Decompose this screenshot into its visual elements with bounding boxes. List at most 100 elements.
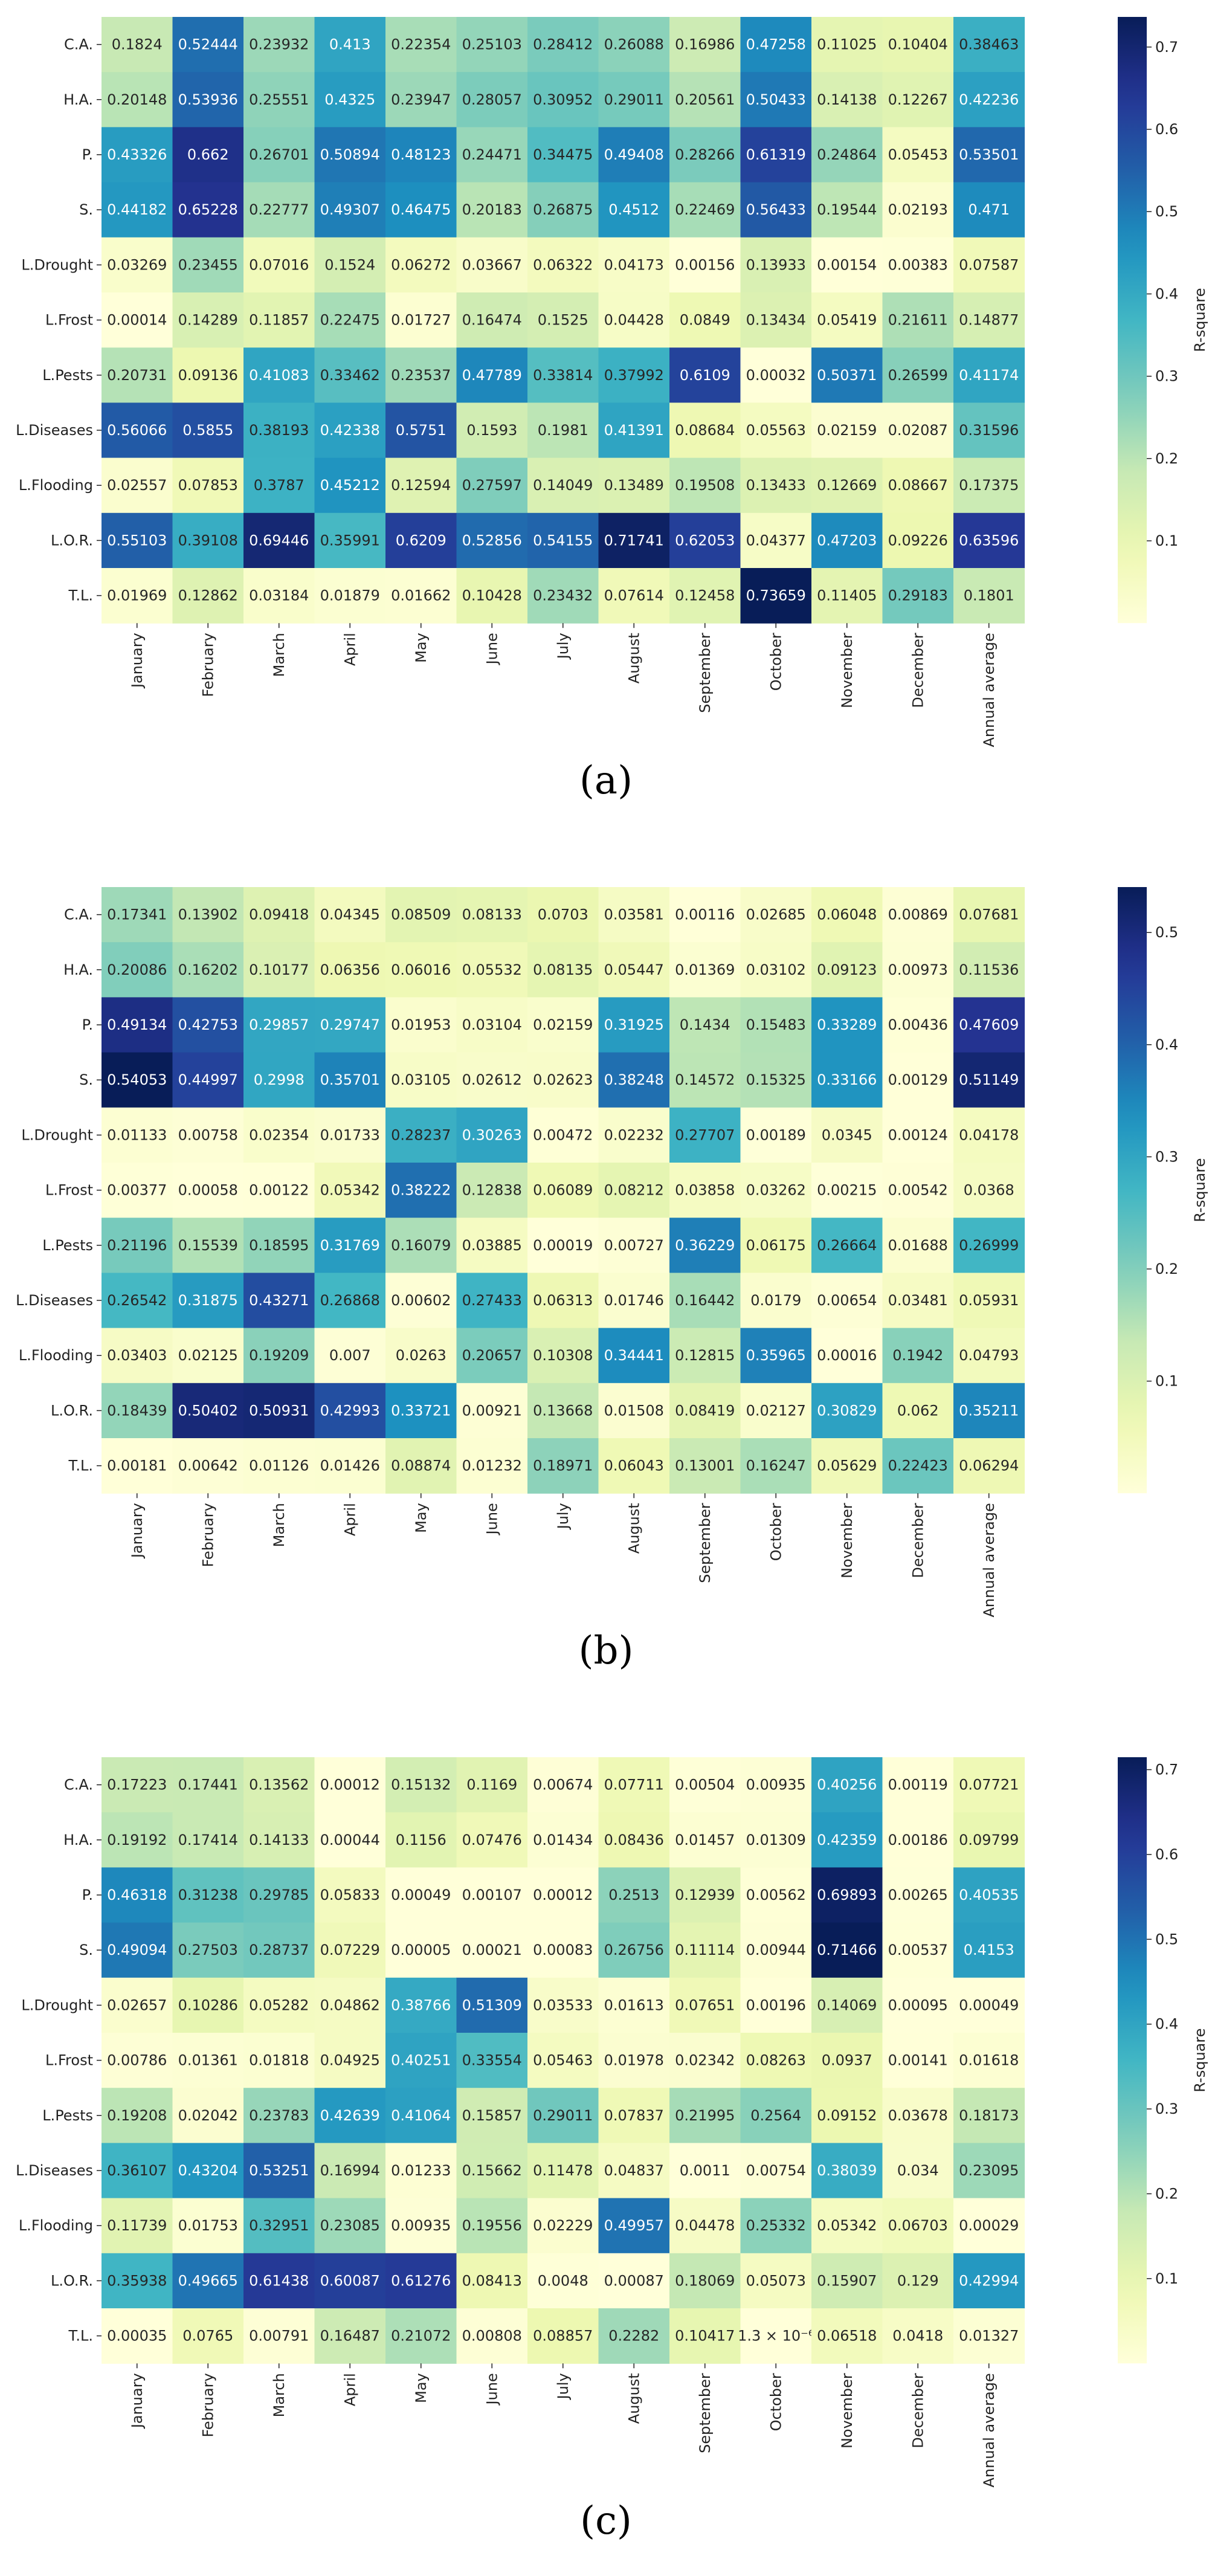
cell-value-label: 0.47789 [462, 367, 522, 384]
heatmap-cell [102, 1328, 173, 1384]
heatmap-cell [598, 1438, 670, 1494]
cell-value-label: 0.00562 [746, 1887, 806, 1903]
heatmap-cell [740, 887, 812, 943]
heatmap-cell [669, 1052, 741, 1108]
heatmap-cell [953, 17, 1025, 73]
heatmap-cell [314, 1977, 386, 2033]
heatmap-cell [740, 2253, 812, 2309]
cell-value-label: 0.05447 [604, 961, 664, 978]
cell-value-label: 0.06089 [533, 1182, 593, 1199]
colorbar-tick-label: 0.4 [1155, 2016, 1178, 2033]
cell-value-label: 0.04837 [604, 2162, 664, 2179]
cell-value-label: 0.65228 [178, 201, 238, 218]
cell-value-label: 0.17414 [178, 1832, 238, 1848]
heatmap-cell [882, 1218, 954, 1273]
cell-value-label: 0.11857 [249, 312, 309, 329]
cell-value-label: 0.16487 [320, 2328, 380, 2345]
cell-value-label: 0.03581 [604, 906, 664, 923]
row-label: L.Frost [45, 312, 93, 329]
cell-value-label: 0.26999 [959, 1237, 1019, 1254]
cell-value-label: 0.43326 [107, 146, 167, 163]
cell-value-label: 0.00383 [888, 256, 948, 273]
cell-value-label: 0.00754 [746, 2162, 806, 2179]
cell-value-label: 0.00196 [746, 1997, 806, 2013]
heatmap-cell [527, 2033, 599, 2088]
cell-value-label: 0.29183 [888, 587, 948, 604]
heatmap-cell [740, 512, 812, 569]
cell-value-label: 0.04428 [604, 312, 664, 329]
heatmap-cell [456, 887, 528, 943]
cell-value-label: 0.35938 [107, 2272, 167, 2289]
heatmap-cell [385, 2033, 457, 2088]
heatmap-cell [598, 402, 670, 459]
heatmap-cell [527, 127, 599, 183]
cell-value-label: 0.01662 [391, 587, 451, 604]
cell-value-label: 0.03262 [746, 1182, 806, 1199]
cell-value-label: 0.52856 [462, 532, 522, 549]
colorbar [1118, 1757, 1147, 2364]
cell-value-label: 0.05463 [533, 2052, 593, 2069]
colorbar-tick-label: 0.3 [1155, 2100, 1178, 2117]
heatmap-cell [669, 1438, 741, 1494]
cell-value-label: 0.0048 [538, 2272, 588, 2289]
heatmap-cell [456, 2308, 528, 2364]
cell-value-label: 0.04793 [959, 1347, 1019, 1364]
heatmap-cell [243, 1273, 315, 1329]
heatmap-cell [243, 2198, 315, 2254]
cell-value-label: 0.01126 [249, 1457, 309, 1474]
heatmap-cell [811, 887, 883, 943]
heatmap-cell [598, 237, 670, 293]
cell-value-label: 0.18173 [959, 2107, 1019, 2124]
heatmap-cell [882, 1328, 954, 1384]
row-label: L.Pests [42, 2107, 93, 2124]
cell-value-label: 0.00537 [888, 1942, 948, 1958]
colorbar-tick-label: 0.2 [1155, 2185, 1178, 2202]
cell-value-label: 0.25551 [249, 91, 309, 108]
heatmap-cell [385, 887, 457, 943]
column-label: September [697, 633, 714, 713]
cell-value-label: 0.26664 [817, 1237, 877, 1254]
colorbar-tick-label: 0.7 [1155, 39, 1178, 56]
cell-value-label: 0.06518 [817, 2328, 877, 2345]
column-label: April [341, 1503, 358, 1536]
heatmap-cell [527, 2198, 599, 2254]
heatmap-cell [740, 1273, 812, 1329]
cell-value-label: 0.09418 [249, 906, 309, 923]
cell-value-label: 0.42994 [959, 2272, 1019, 2289]
heatmap-cell [243, 292, 315, 348]
heatmap-cell [102, 2033, 173, 2088]
heatmap-cell [456, 347, 528, 403]
heatmap-cell [102, 2088, 173, 2143]
cell-value-label: 0.0011 [680, 2162, 730, 2179]
heatmap-cell [243, 127, 315, 183]
column-label: April [341, 633, 358, 666]
column-label: Annual average [981, 2373, 998, 2487]
heatmap-cell [882, 72, 954, 128]
cell-value-label: 0.42338 [320, 422, 380, 439]
heatmap-cell [811, 1218, 883, 1273]
heatmap-cell [102, 402, 173, 459]
cell-value-label: 0.71466 [817, 1942, 877, 1958]
heatmap-cell [953, 1922, 1025, 1978]
heatmap-cell [953, 1977, 1025, 2033]
heatmap-cell [102, 182, 173, 238]
cell-value-label: 0.23085 [320, 2217, 380, 2234]
heatmap-cell [527, 1977, 599, 2033]
heatmap-cell [669, 1328, 741, 1384]
heatmap-cell [740, 2143, 812, 2199]
heatmap-cell [456, 942, 528, 998]
cell-value-label: 0.15132 [391, 1777, 451, 1793]
cell-value-label: 0.56433 [746, 201, 806, 218]
heatmap-cell [527, 568, 599, 624]
cell-value-label: 0.08436 [604, 1832, 664, 1848]
cell-value-label: 0.01369 [675, 961, 735, 978]
cell-value-label: 0.02159 [533, 1016, 593, 1033]
heatmap-cell [456, 2033, 528, 2088]
caption-b: (b) [578, 1629, 634, 1673]
cell-value-label: 0.50371 [817, 367, 877, 384]
heatmap-cell [456, 127, 528, 183]
cell-value-label: 0.15539 [178, 1237, 238, 1254]
heatmap-cell [456, 1218, 528, 1273]
cell-value-label: 0.13433 [746, 477, 806, 494]
heatmap-cell [385, 997, 457, 1053]
